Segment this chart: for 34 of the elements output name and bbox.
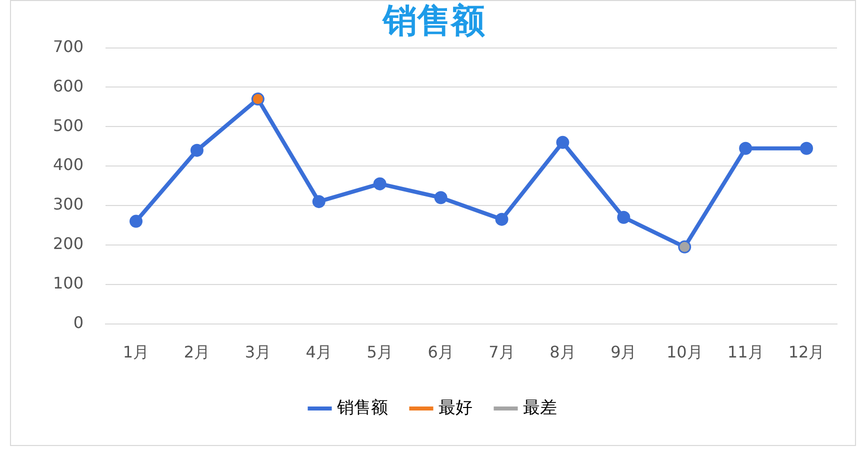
x-tick-label: 9月 [610, 342, 637, 362]
point [800, 142, 814, 155]
y-tick-label: 700 [52, 36, 84, 56]
point [556, 136, 570, 149]
x-tick-label: 8月 [550, 342, 576, 362]
point [373, 177, 386, 190]
y-tick-label: 100 [52, 274, 84, 293]
y-tick-label: 200 [52, 234, 84, 254]
point [190, 144, 204, 157]
y-tick-label: 600 [52, 76, 84, 96]
y-tick-label: 0 [73, 312, 84, 332]
x-tick-label: 7月 [488, 342, 515, 362]
x-tick-label: 12月 [788, 342, 825, 362]
y-tick-label: 400 [52, 155, 84, 174]
point [130, 214, 143, 228]
point [312, 195, 326, 208]
x-tick-label: 1月 [122, 342, 150, 362]
point [617, 210, 630, 224]
x-tick-label: 3月 [244, 342, 272, 362]
point [495, 212, 508, 226]
x-tick-label: 2月 [184, 342, 210, 362]
x-tick-label: 10月 [666, 342, 703, 362]
legend-label: 最好 [438, 398, 472, 418]
legend-label: 销售额 [336, 398, 388, 418]
point [434, 191, 448, 204]
x-tick-label: 4月 [306, 342, 332, 362]
x-tick-label: 5月 [366, 342, 393, 362]
x-tick-label: 6月 [428, 342, 454, 362]
x-tick-label: 11月 [727, 342, 764, 362]
chart-title: 销售额 [381, 1, 485, 42]
point [739, 142, 752, 155]
y-tick-label: 300 [52, 194, 84, 214]
y-tick-label: 500 [52, 116, 84, 135]
legend-label: 最差 [522, 398, 557, 418]
